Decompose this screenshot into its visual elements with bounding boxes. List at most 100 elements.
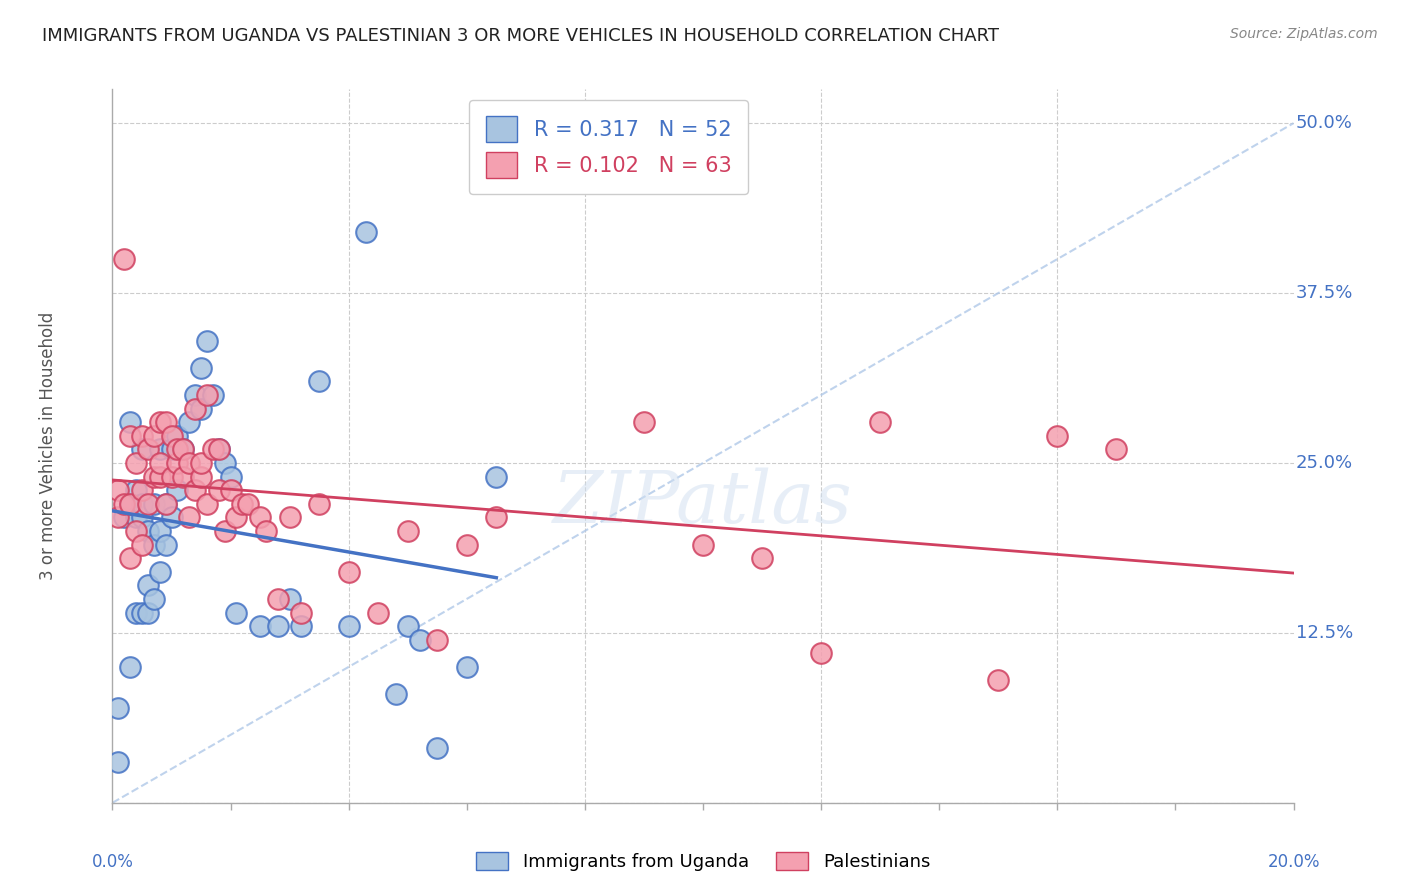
- Point: [225, 510, 247, 524]
- Point: [155, 415, 177, 429]
- Point: [267, 619, 290, 633]
- Point: [249, 510, 271, 524]
- Text: 37.5%: 37.5%: [1296, 284, 1353, 302]
- Point: [190, 360, 212, 375]
- Text: 25.0%: 25.0%: [1296, 454, 1353, 472]
- Point: [142, 591, 165, 606]
- Point: [112, 510, 135, 524]
- Point: [201, 388, 224, 402]
- Text: ZIPatlas: ZIPatlas: [553, 467, 853, 539]
- Point: [131, 537, 153, 551]
- Point: [149, 469, 172, 483]
- Point: [356, 225, 378, 239]
- Point: [692, 537, 714, 551]
- Point: [308, 375, 330, 389]
- Point: [987, 673, 1010, 688]
- Point: [190, 401, 212, 416]
- Point: [142, 537, 165, 551]
- Point: [1046, 429, 1069, 443]
- Point: [131, 606, 153, 620]
- Point: [485, 469, 508, 483]
- Point: [751, 551, 773, 566]
- Point: [107, 755, 129, 769]
- Point: [149, 415, 172, 429]
- Point: [120, 497, 142, 511]
- Point: [131, 510, 153, 524]
- Point: [869, 415, 891, 429]
- Point: [179, 456, 201, 470]
- Point: [810, 646, 832, 660]
- Point: [136, 524, 159, 538]
- Text: 12.5%: 12.5%: [1296, 624, 1353, 642]
- Text: 20.0%: 20.0%: [1267, 853, 1320, 871]
- Point: [396, 524, 419, 538]
- Point: [184, 401, 207, 416]
- Point: [155, 497, 177, 511]
- Point: [172, 442, 194, 457]
- Point: [254, 524, 277, 538]
- Point: [149, 456, 172, 470]
- Point: [214, 456, 236, 470]
- Point: [219, 469, 242, 483]
- Point: [208, 442, 231, 457]
- Point: [125, 606, 148, 620]
- Point: [214, 524, 236, 538]
- Point: [385, 687, 408, 701]
- Point: [408, 632, 430, 647]
- Point: [267, 591, 290, 606]
- Point: [112, 252, 135, 266]
- Point: [125, 456, 148, 470]
- Point: [136, 606, 159, 620]
- Point: [396, 619, 419, 633]
- Point: [238, 497, 260, 511]
- Point: [107, 700, 129, 714]
- Text: Source: ZipAtlas.com: Source: ZipAtlas.com: [1230, 27, 1378, 41]
- Point: [190, 469, 212, 483]
- Point: [201, 442, 224, 457]
- Point: [149, 565, 172, 579]
- Text: 3 or more Vehicles in Household: 3 or more Vehicles in Household: [38, 312, 56, 580]
- Point: [179, 510, 201, 524]
- Point: [290, 619, 312, 633]
- Point: [337, 619, 360, 633]
- Point: [166, 456, 188, 470]
- Point: [120, 429, 142, 443]
- Legend: Immigrants from Uganda, Palestinians: Immigrants from Uganda, Palestinians: [468, 845, 938, 879]
- Point: [155, 497, 177, 511]
- Point: [456, 537, 478, 551]
- Point: [160, 510, 183, 524]
- Point: [195, 388, 218, 402]
- Point: [149, 524, 172, 538]
- Point: [456, 660, 478, 674]
- Point: [136, 497, 159, 511]
- Point: [142, 429, 165, 443]
- Point: [142, 497, 165, 511]
- Point: [426, 741, 449, 756]
- Legend: R = 0.317   N = 52, R = 0.102   N = 63: R = 0.317 N = 52, R = 0.102 N = 63: [470, 100, 748, 194]
- Point: [125, 510, 148, 524]
- Point: [337, 565, 360, 579]
- Point: [149, 442, 172, 457]
- Point: [231, 497, 253, 511]
- Point: [160, 442, 183, 457]
- Point: [136, 578, 159, 592]
- Point: [278, 591, 301, 606]
- Text: IMMIGRANTS FROM UGANDA VS PALESTINIAN 3 OR MORE VEHICLES IN HOUSEHOLD CORRELATIO: IMMIGRANTS FROM UGANDA VS PALESTINIAN 3 …: [42, 27, 1000, 45]
- Point: [208, 483, 231, 498]
- Point: [633, 415, 655, 429]
- Point: [172, 469, 194, 483]
- Point: [290, 606, 312, 620]
- Point: [308, 497, 330, 511]
- Point: [131, 497, 153, 511]
- Point: [120, 497, 142, 511]
- Point: [155, 537, 177, 551]
- Point: [219, 483, 242, 498]
- Point: [249, 619, 271, 633]
- Point: [166, 429, 188, 443]
- Point: [195, 497, 218, 511]
- Point: [107, 483, 129, 498]
- Point: [179, 415, 201, 429]
- Point: [125, 524, 148, 538]
- Point: [131, 429, 153, 443]
- Point: [125, 483, 148, 498]
